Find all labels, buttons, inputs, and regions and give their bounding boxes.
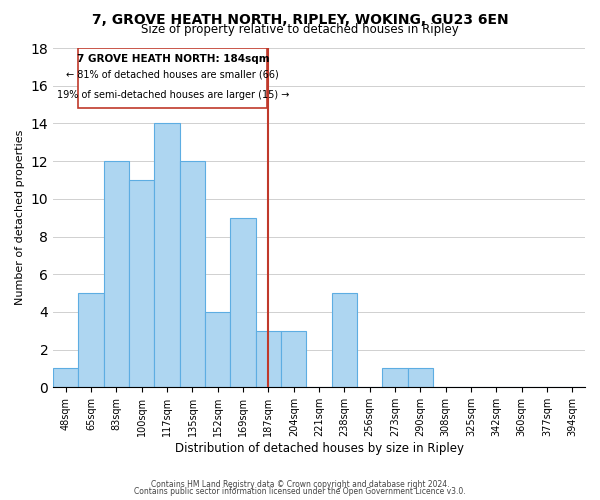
X-axis label: Distribution of detached houses by size in Ripley: Distribution of detached houses by size … [175, 442, 464, 455]
Bar [53, 368, 79, 388]
Bar [205, 312, 230, 388]
Text: 19% of semi-detached houses are larger (15) →: 19% of semi-detached houses are larger (… [56, 90, 289, 100]
Text: Contains public sector information licensed under the Open Government Licence v3: Contains public sector information licen… [134, 487, 466, 496]
Bar [256, 331, 281, 388]
Text: Contains HM Land Registry data © Crown copyright and database right 2024.: Contains HM Land Registry data © Crown c… [151, 480, 449, 489]
FancyBboxPatch shape [79, 48, 267, 108]
Bar [408, 368, 433, 388]
Bar [230, 218, 256, 388]
Bar [332, 293, 357, 388]
Text: 7, GROVE HEATH NORTH, RIPLEY, WOKING, GU23 6EN: 7, GROVE HEATH NORTH, RIPLEY, WOKING, GU… [92, 12, 508, 26]
Bar [281, 331, 307, 388]
Bar [129, 180, 154, 388]
Text: 7 GROVE HEATH NORTH: 184sqm: 7 GROVE HEATH NORTH: 184sqm [77, 54, 269, 64]
Bar [79, 293, 104, 388]
Bar [104, 161, 129, 388]
Bar [180, 161, 205, 388]
Bar [382, 368, 408, 388]
Y-axis label: Number of detached properties: Number of detached properties [15, 130, 25, 306]
Bar [154, 124, 180, 388]
Text: Size of property relative to detached houses in Ripley: Size of property relative to detached ho… [141, 22, 459, 36]
Text: ← 81% of detached houses are smaller (66): ← 81% of detached houses are smaller (66… [67, 70, 279, 80]
